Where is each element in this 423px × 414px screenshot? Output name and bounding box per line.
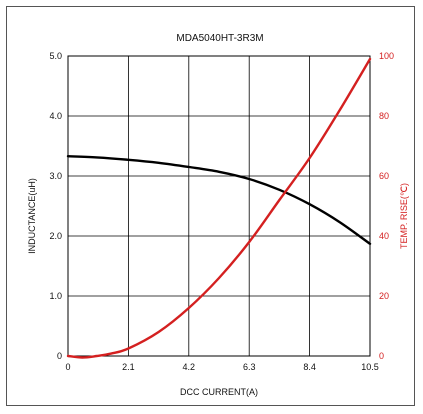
y-right-tick-label: 80 bbox=[379, 111, 389, 121]
y-left-tick-label: 2.0 bbox=[49, 231, 62, 241]
chart-frame bbox=[6, 6, 415, 406]
x-axis-label: DCC CURRENT(A) bbox=[180, 387, 258, 397]
y-right-axis-label: TEMP. RISE(℃) bbox=[399, 183, 409, 249]
series-lines bbox=[66, 57, 372, 359]
y-left-tick-label: 3.0 bbox=[49, 171, 62, 181]
inductance-line bbox=[66, 155, 372, 245]
x-tick-label: 2.1 bbox=[122, 362, 135, 372]
chart-title: MDA5040HT-3R3M bbox=[176, 33, 263, 44]
y-left-axis-ticks: 0 1.0 2.0 3.0 4.0 5.0 bbox=[49, 51, 62, 361]
y-left-axis-label: INDUCTANCE(uH) bbox=[27, 178, 37, 254]
x-axis-ticks: 0 2.1 4.2 6.3 8.4 10.5 bbox=[65, 362, 378, 372]
y-right-axis-ticks: 0 20 40 60 80 100 bbox=[379, 51, 394, 361]
temp-rise-line bbox=[66, 57, 372, 359]
y-right-tick-label: 0 bbox=[379, 351, 384, 361]
plot-area bbox=[67, 55, 371, 357]
x-tick-label: 0 bbox=[65, 362, 70, 372]
y-left-tick-label: 0 bbox=[57, 351, 62, 361]
y-right-tick-label: 40 bbox=[379, 231, 389, 241]
y-right-tick-label: 60 bbox=[379, 171, 389, 181]
x-tick-label: 6.3 bbox=[243, 362, 256, 372]
x-tick-label: 10.5 bbox=[361, 362, 379, 372]
y-left-tick-label: 4.0 bbox=[49, 111, 62, 121]
grid bbox=[68, 56, 370, 356]
y-left-tick-label: 5.0 bbox=[49, 51, 62, 61]
y-right-tick-label: 20 bbox=[379, 291, 389, 301]
x-tick-label: 8.4 bbox=[303, 362, 316, 372]
y-left-tick-label: 1.0 bbox=[49, 291, 62, 301]
x-tick-label: 4.2 bbox=[183, 362, 196, 372]
y-right-tick-label: 100 bbox=[379, 51, 394, 61]
